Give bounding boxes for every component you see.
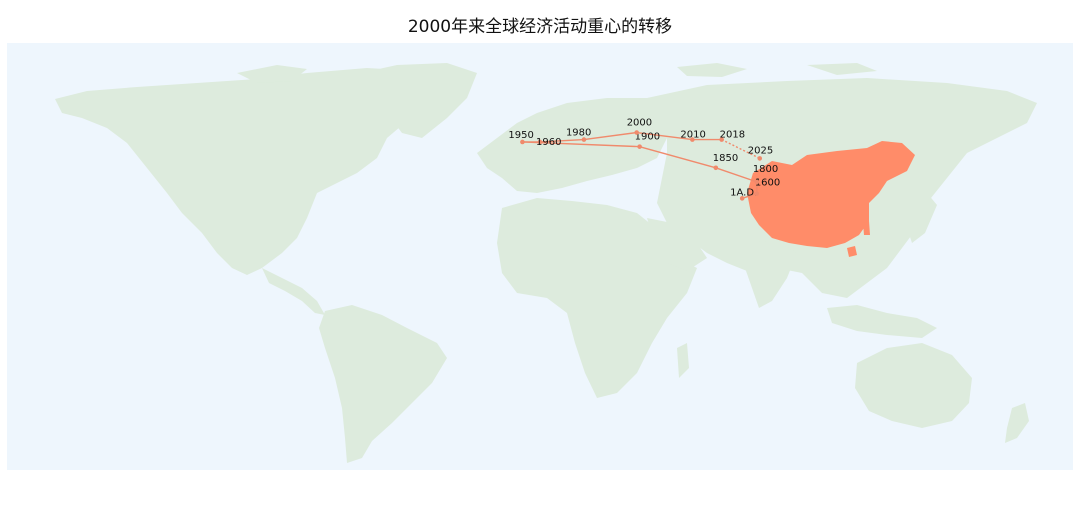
china-highlight	[747, 141, 915, 248]
path-segment	[583, 131, 637, 141]
path-point	[537, 139, 543, 145]
path-segment	[636, 131, 693, 141]
greenland	[352, 63, 477, 138]
arctic-islands	[237, 63, 877, 83]
path-point-label: 1980	[566, 128, 591, 139]
japan	[907, 193, 937, 243]
path-point-label: 1960	[536, 137, 561, 148]
path-point	[713, 165, 719, 171]
path-point	[520, 139, 525, 145]
north-america	[55, 68, 447, 275]
path-point-label: 2018	[720, 130, 745, 141]
india	[742, 241, 797, 308]
path-point-label: 1850	[713, 153, 738, 164]
south-america	[319, 305, 447, 463]
path-point-label: 1900	[635, 132, 660, 143]
map-title: 2000年来全球经济活动重心的转移	[407, 17, 673, 37]
path-segment	[741, 192, 758, 200]
path-point	[690, 137, 695, 142]
path-segment	[715, 167, 758, 183]
path-point	[757, 156, 763, 161]
europe	[477, 98, 667, 193]
path-segment	[539, 138, 584, 143]
australia	[855, 343, 972, 428]
path-point-label: 1A.D.	[730, 187, 757, 198]
china-islands	[847, 221, 870, 257]
world-map: 1A.D. 1600 1800 1850 1900 1950 1960 1980 2000 201…	[7, 43, 1073, 470]
path-point-label: 1950	[508, 130, 533, 141]
arabian-peninsula	[647, 218, 707, 271]
southeast-asia-islands	[827, 305, 937, 338]
path-segment	[721, 138, 761, 160]
path-point-label: 2000	[627, 118, 652, 129]
africa	[497, 198, 697, 398]
path-point-label: 2010	[680, 130, 705, 141]
path-point	[637, 144, 642, 149]
madagascar	[677, 343, 689, 378]
path-point	[634, 130, 639, 135]
path-point	[754, 191, 760, 196]
path-point	[581, 137, 587, 142]
path-point-label: 1600	[755, 178, 780, 189]
central-america	[262, 268, 325, 315]
path-point-label: 2025	[748, 145, 773, 156]
path-point	[754, 179, 760, 185]
new-zealand	[1005, 403, 1029, 443]
path-point	[739, 196, 745, 201]
path-point-label: 1800	[753, 164, 778, 175]
path-point	[719, 137, 724, 142]
path-segment	[639, 145, 716, 169]
